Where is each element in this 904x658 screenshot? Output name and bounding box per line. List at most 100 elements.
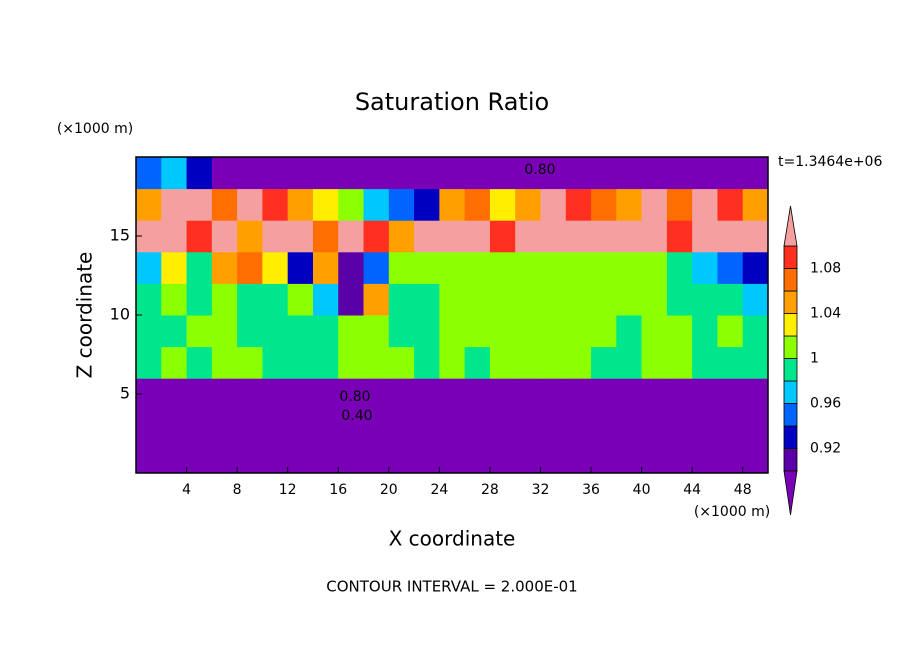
field-cell [742,251,768,284]
field-cell [591,409,617,442]
field-cell [742,157,768,190]
field-cell [489,251,516,284]
field-cell [388,220,415,253]
field-cell [363,251,390,284]
field-cell [692,441,718,473]
field-cell [237,251,263,284]
field-cell [363,378,390,411]
field-cell [262,188,289,221]
field-cell [666,157,693,190]
field-cell [591,283,617,316]
field-cell [439,251,466,284]
field-cell [717,283,744,316]
field-cell [388,346,415,379]
x-tick-label: 8 [233,482,242,498]
colorbar-box [783,290,798,314]
field-cell [338,220,365,253]
field-cell [717,441,744,473]
field-cell [338,346,365,379]
field-cell [464,283,491,316]
chart-title: Saturation Ratio [355,88,549,116]
field-cell [186,346,213,379]
field-cell [287,346,314,379]
x-tick-label: 32 [532,482,550,498]
field-cell [161,283,188,316]
colorbar-tick-label: 1.04 [810,306,841,322]
field-cell [464,188,491,221]
colorbar-tick-label: 0.96 [810,396,841,412]
field-cell [464,315,491,348]
field-cell [540,251,567,284]
field-cell [338,409,365,442]
colorbar-box [783,335,798,359]
field-cell [616,283,643,316]
field-cell [211,188,238,221]
field-cell [414,441,440,473]
field-cell [616,251,643,284]
field-cell [565,409,592,442]
field-cell [540,188,567,221]
field-cell [616,441,643,473]
field-cell [591,378,617,411]
field-cell [262,378,289,411]
colorbar-tick-label: 1.08 [810,261,841,277]
field-cell [439,188,466,221]
field-cell [262,315,289,348]
x-tick-label: 16 [329,482,347,498]
y-tick-label: 15 [110,226,130,245]
field-cell [161,220,188,253]
field-cell [237,409,263,442]
x-tick-label: 28 [481,482,499,498]
field-cell [591,441,617,473]
field-cell [186,220,213,253]
field-cell [717,188,744,221]
x-tick-label: 36 [582,482,600,498]
field-cell [692,346,718,379]
field-cell [692,220,718,253]
field-cell [363,315,390,348]
field-cell [515,220,541,253]
colorbar-tick-label: 1 [810,351,819,367]
field-cell [489,346,516,379]
field-cell [414,346,440,379]
field-cell [565,346,592,379]
x-axis-title: X coordinate [389,527,516,551]
field-cell [489,378,516,411]
contour-label: 0.40 [341,408,372,424]
field-cell [186,441,213,473]
field-cell [439,409,466,442]
field-cell [742,441,768,473]
field-cell [515,157,541,190]
field-cell [641,315,668,348]
y-tick-label: 10 [110,305,130,324]
field-cell [489,283,516,316]
field-cell [641,441,668,473]
field-cell [136,315,162,348]
field-cell [666,251,693,284]
field-cell [565,251,592,284]
field-cell [136,157,162,190]
field-cell [186,283,213,316]
colorbar-box [783,358,798,382]
field-cell [515,441,541,473]
field-cell [287,283,314,316]
field-cell [262,251,289,284]
colorbar-box [783,425,798,449]
field-cell [515,188,541,221]
field-cell [464,157,491,190]
field-cell [414,251,440,284]
field-cell [161,315,188,348]
contour-field [136,157,768,473]
field-cell [161,251,188,284]
field-cell [136,188,162,221]
field-cell [186,188,213,221]
field-cell [211,315,238,348]
field-cell [211,220,238,253]
field-cell [641,251,668,284]
field-cell [666,188,693,221]
field-cell [540,441,567,473]
field-cell [237,441,263,473]
field-cell [641,409,668,442]
field-cell [161,188,188,221]
